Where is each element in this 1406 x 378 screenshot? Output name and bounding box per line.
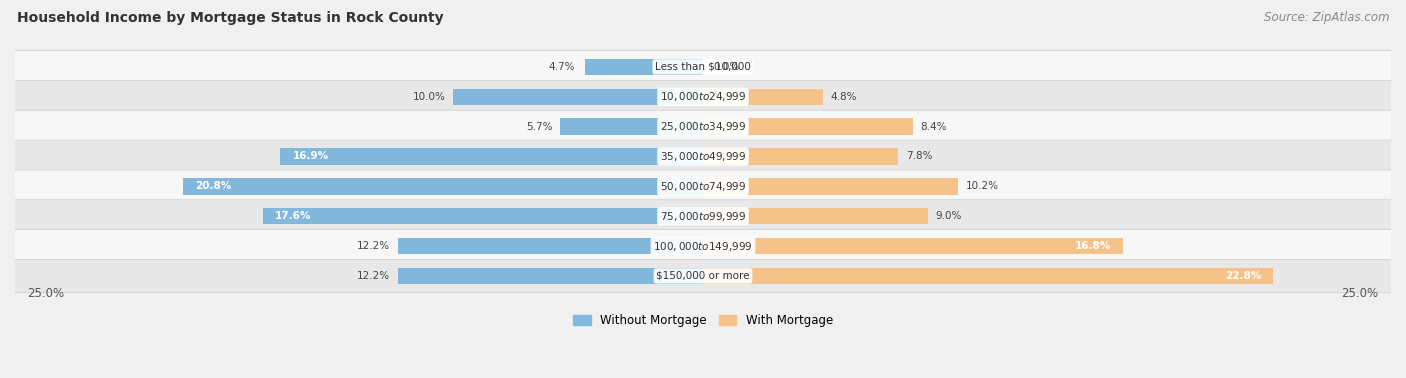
Bar: [703, 208, 928, 225]
Text: 20.8%: 20.8%: [195, 181, 232, 191]
Text: 12.2%: 12.2%: [357, 271, 391, 281]
Text: 25.0%: 25.0%: [28, 287, 65, 300]
Text: $150,000 or more: $150,000 or more: [657, 271, 749, 281]
FancyBboxPatch shape: [0, 110, 1406, 143]
Text: $25,000 to $34,999: $25,000 to $34,999: [659, 120, 747, 133]
Bar: [263, 208, 703, 225]
Bar: [703, 178, 957, 195]
Text: $10,000 to $24,999: $10,000 to $24,999: [659, 90, 747, 103]
Text: $100,000 to $149,999: $100,000 to $149,999: [654, 240, 752, 253]
Text: Less than $10,000: Less than $10,000: [655, 62, 751, 72]
Text: 10.0%: 10.0%: [412, 92, 446, 102]
Bar: [280, 148, 703, 165]
Text: 16.8%: 16.8%: [1074, 241, 1111, 251]
Text: 5.7%: 5.7%: [526, 122, 553, 132]
Text: 25.0%: 25.0%: [1341, 287, 1378, 300]
Bar: [703, 88, 823, 105]
Text: 4.8%: 4.8%: [831, 92, 858, 102]
Text: 4.7%: 4.7%: [548, 62, 575, 72]
Legend: Without Mortgage, With Mortgage: Without Mortgage, With Mortgage: [568, 310, 838, 332]
Text: 0.0%: 0.0%: [713, 62, 740, 72]
FancyBboxPatch shape: [0, 140, 1406, 173]
Bar: [703, 148, 898, 165]
Bar: [703, 238, 1123, 254]
Bar: [398, 268, 703, 284]
Text: 16.9%: 16.9%: [292, 152, 329, 161]
Bar: [585, 59, 703, 75]
Text: 17.6%: 17.6%: [276, 211, 312, 221]
FancyBboxPatch shape: [0, 200, 1406, 232]
FancyBboxPatch shape: [0, 81, 1406, 113]
Text: 8.4%: 8.4%: [921, 122, 948, 132]
Text: Source: ZipAtlas.com: Source: ZipAtlas.com: [1264, 11, 1389, 24]
Text: $35,000 to $49,999: $35,000 to $49,999: [659, 150, 747, 163]
Text: $75,000 to $99,999: $75,000 to $99,999: [659, 210, 747, 223]
Bar: [703, 268, 1274, 284]
Bar: [561, 118, 703, 135]
Text: 12.2%: 12.2%: [357, 241, 391, 251]
Text: Household Income by Mortgage Status in Rock County: Household Income by Mortgage Status in R…: [17, 11, 443, 25]
Bar: [703, 118, 912, 135]
Bar: [183, 178, 703, 195]
Bar: [398, 238, 703, 254]
FancyBboxPatch shape: [0, 230, 1406, 262]
FancyBboxPatch shape: [0, 260, 1406, 292]
Text: 22.8%: 22.8%: [1225, 271, 1261, 281]
Text: 10.2%: 10.2%: [966, 181, 998, 191]
Text: 7.8%: 7.8%: [905, 152, 932, 161]
Bar: [453, 88, 703, 105]
FancyBboxPatch shape: [0, 170, 1406, 203]
FancyBboxPatch shape: [0, 51, 1406, 84]
Text: 9.0%: 9.0%: [935, 211, 962, 221]
Text: $50,000 to $74,999: $50,000 to $74,999: [659, 180, 747, 193]
